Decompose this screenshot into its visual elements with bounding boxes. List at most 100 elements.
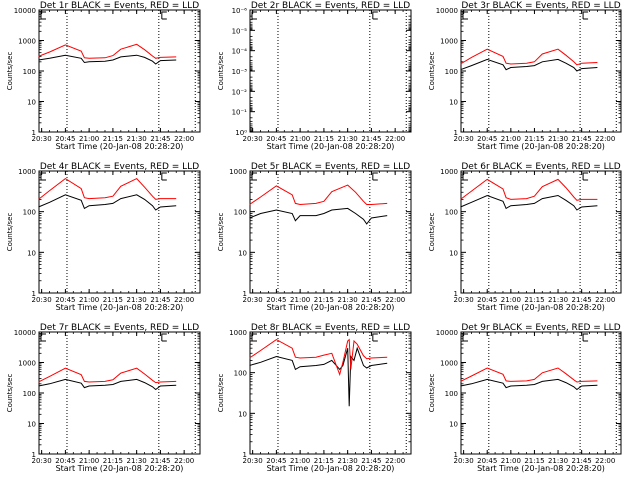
y-axis-label: Counts/sec [428, 52, 436, 91]
x-tick-label: 21:30 [548, 135, 568, 143]
x-tick-label: 20:45 [477, 135, 497, 143]
x-tick-label: 22:00 [385, 457, 405, 465]
x-axis-label: Start Time (20-Jan-08 20:28:20) [56, 142, 184, 151]
y-axis-label: Counts/sec [428, 374, 436, 413]
x-tick-label: 21:30 [338, 135, 358, 143]
series-lld-line [460, 178, 598, 201]
x-tick-label: 21:45 [361, 457, 381, 465]
x-tick-label: 22:00 [595, 135, 615, 143]
y-tick-label: 100 [234, 209, 247, 217]
panel-7: Det 7r BLACK = Events, RED = LLD Counts/s… [6, 323, 201, 473]
y-tick-label: 1 [454, 451, 458, 459]
x-tick-label: 21:15 [524, 135, 544, 143]
x-tick-label: 21:30 [338, 457, 358, 465]
series-lld-line [460, 367, 598, 383]
bracket-marker [251, 333, 257, 342]
y-tick-label: 100 [234, 370, 247, 378]
bracket-marker [582, 11, 589, 20]
y-tick-label: 1 [32, 451, 36, 459]
y-tick-label: 1000 [18, 38, 36, 46]
y-tick-label: 10⁰ [235, 129, 247, 137]
y-tick-label: 1 [243, 451, 247, 459]
bracket-marker [251, 11, 257, 20]
bracket-marker [40, 172, 46, 181]
panel-title: Det 9r BLACK = Events, RED = LLD [461, 323, 620, 333]
y-tick-label: 1000 [229, 329, 247, 337]
y-tick-label: 1 [243, 290, 247, 298]
x-tick-label: 21:15 [103, 135, 123, 143]
bracket-marker [462, 333, 468, 342]
y-tick-label: 10000 [14, 7, 36, 15]
x-axis-label: Start Time (20-Jan-08 20:28:20) [477, 464, 605, 473]
x-axis-label: Start Time (20-Jan-08 20:28:20) [56, 464, 184, 473]
x-tick-label: 21:45 [572, 296, 592, 304]
bracket-marker [40, 333, 46, 342]
y-tick-label: 10000 [436, 329, 458, 337]
y-tick-label: 10⁻⁵ [232, 27, 248, 35]
x-tick-label: 20:30 [454, 135, 474, 143]
x-tick-label: 20:45 [55, 296, 75, 304]
bracket-marker [462, 11, 468, 20]
x-tick-label: 21:00 [501, 457, 521, 465]
x-tick-label: 20:45 [477, 457, 497, 465]
plot-frame [38, 170, 201, 294]
panel-title: Det 5r BLACK = Events, RED = LLD [251, 162, 410, 172]
panel-4: Det 4r BLACK = Events, RED = LLD Counts/s… [6, 162, 201, 312]
series-events-line [38, 194, 177, 211]
panel-5: Det 5r BLACK = Events, RED = LLD Counts/s… [217, 162, 412, 312]
plot-frame [460, 331, 622, 455]
panel-title: Det 4r BLACK = Events, RED = LLD [40, 162, 199, 172]
x-tick-label: 20:30 [243, 135, 263, 143]
x-tick-label: 21:00 [290, 296, 310, 304]
bracket-marker [372, 11, 378, 20]
x-tick-label: 20:45 [266, 135, 286, 143]
panel-1: Det 1r BLACK = Events, RED = LLD Counts/s… [6, 1, 201, 151]
plot-frame [249, 331, 412, 455]
x-axis-label: Start Time (20-Jan-08 20:28:20) [267, 303, 395, 312]
x-tick-label: 21:15 [524, 457, 544, 465]
series-lld-line [460, 48, 598, 66]
y-tick-label: 10⁻¹ [232, 109, 248, 117]
x-tick-label: 22:00 [174, 296, 194, 304]
plot-frame [38, 331, 201, 455]
series-lld-line [38, 43, 177, 59]
x-tick-label: 20:30 [454, 296, 474, 304]
x-axis-label: Start Time (20-Jan-08 20:28:20) [56, 303, 184, 312]
x-tick-label: 21:15 [103, 457, 123, 465]
plot-frame [460, 170, 622, 294]
y-tick-label: 10 [449, 249, 458, 257]
y-tick-label: 10 [449, 99, 458, 107]
x-tick-label: 21:30 [127, 296, 147, 304]
series-events-line [38, 54, 177, 65]
panel-title: Det 2r BLACK = Events, RED = LLD [251, 1, 410, 11]
x-tick-label: 20:45 [477, 296, 497, 304]
y-tick-label: 10000 [14, 329, 36, 337]
x-tick-label: 20:30 [32, 457, 52, 465]
series-lld-line [249, 338, 388, 377]
bracket-marker [372, 172, 378, 181]
x-tick-label: 21:00 [79, 296, 99, 304]
x-tick-label: 21:45 [150, 135, 170, 143]
plot-frame [249, 9, 412, 133]
y-axis-label: Counts/sec [428, 213, 436, 252]
y-tick-label: 100 [23, 209, 36, 217]
y-tick-label: 100 [445, 390, 458, 398]
y-tick-label: 1000 [18, 360, 36, 368]
bracket-marker [161, 333, 167, 342]
plot-frame [460, 9, 622, 133]
bracket-marker [251, 172, 257, 181]
y-tick-label: 1000 [440, 360, 458, 368]
x-tick-label: 21:15 [314, 457, 334, 465]
x-tick-label: 21:15 [314, 296, 334, 304]
y-tick-label: 10⁻⁴ [232, 48, 248, 56]
panel-8: Det 8r BLACK = Events, RED = LLD Counts/s… [217, 323, 412, 473]
series-events-line [460, 378, 598, 391]
x-tick-label: 20:30 [32, 135, 52, 143]
y-axis-label: Counts/sec [6, 374, 14, 413]
x-tick-label: 20:30 [32, 296, 52, 304]
y-tick-label: 10000 [436, 7, 458, 15]
y-tick-label: 10⁻³ [232, 68, 248, 76]
x-tick-label: 20:45 [266, 457, 286, 465]
y-tick-label: 10 [27, 249, 36, 257]
